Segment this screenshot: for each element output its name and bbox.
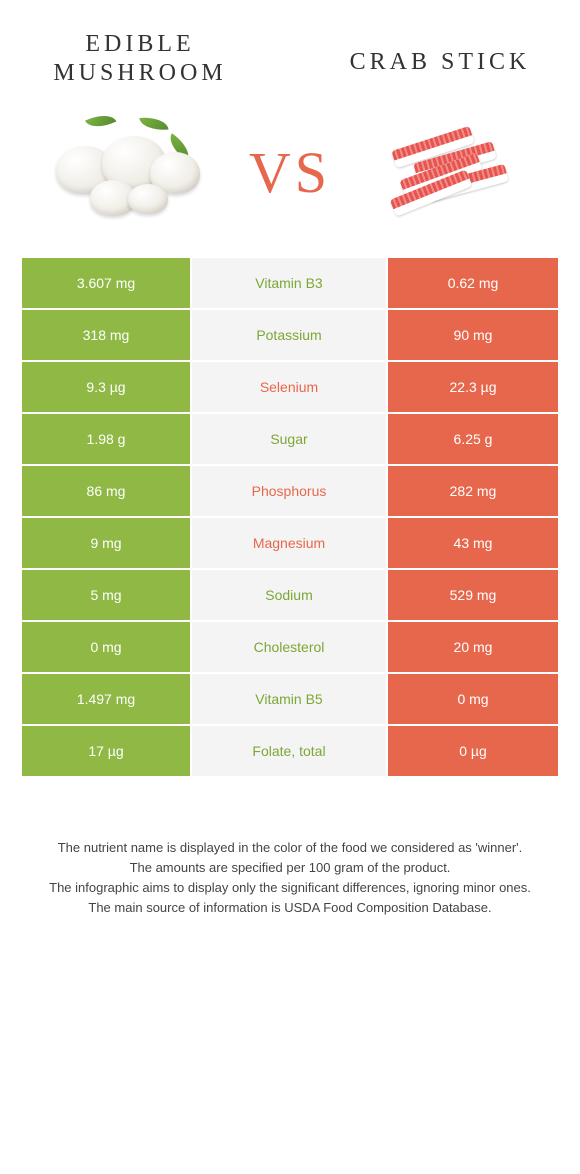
table-row: 86 mgPhosphorus282 mg — [22, 466, 558, 518]
nutrient-label: Selenium — [192, 362, 388, 414]
value-right: 0 mg — [388, 674, 558, 726]
nutrient-label: Potassium — [192, 310, 388, 362]
value-right: 20 mg — [388, 622, 558, 674]
food-left-title: Edible mushroom — [40, 30, 240, 88]
footer-line: The infographic aims to display only the… — [30, 878, 550, 898]
nutrient-label: Phosphorus — [192, 466, 388, 518]
value-right: 6.25 g — [388, 414, 558, 466]
value-right: 22.3 µg — [388, 362, 558, 414]
value-left: 0 mg — [22, 622, 192, 674]
value-right: 529 mg — [388, 570, 558, 622]
value-right: 0 µg — [388, 726, 558, 778]
vs-label: VS — [249, 139, 331, 206]
table-row: 0 mgCholesterol20 mg — [22, 622, 558, 674]
value-right: 282 mg — [388, 466, 558, 518]
value-left: 86 mg — [22, 466, 192, 518]
nutrient-label: Vitamin B5 — [192, 674, 388, 726]
vs-row: VS — [0, 98, 580, 258]
nutrient-label: Sodium — [192, 570, 388, 622]
value-left: 9 mg — [22, 518, 192, 570]
nutrient-table: 3.607 mgVitamin B30.62 mg318 mgPotassium… — [22, 258, 558, 778]
value-right: 0.62 mg — [388, 258, 558, 310]
table-row: 1.497 mgVitamin B50 mg — [22, 674, 558, 726]
mushroom-image — [50, 118, 210, 228]
value-left: 9.3 µg — [22, 362, 192, 414]
crab-stick-image — [370, 118, 530, 228]
nutrient-label: Vitamin B3 — [192, 258, 388, 310]
value-right: 90 mg — [388, 310, 558, 362]
table-row: 1.98 gSugar6.25 g — [22, 414, 558, 466]
value-left: 3.607 mg — [22, 258, 192, 310]
value-left: 17 µg — [22, 726, 192, 778]
footer-line: The nutrient name is displayed in the co… — [30, 838, 550, 858]
footer-line: The amounts are specified per 100 gram o… — [30, 858, 550, 878]
table-row: 318 mgPotassium90 mg — [22, 310, 558, 362]
value-left: 1.497 mg — [22, 674, 192, 726]
nutrient-label: Magnesium — [192, 518, 388, 570]
food-right-title: Crab stick — [340, 48, 540, 88]
footer-line: The main source of information is USDA F… — [30, 898, 550, 918]
nutrient-label: Folate, total — [192, 726, 388, 778]
table-row: 17 µgFolate, total0 µg — [22, 726, 558, 778]
value-left: 5 mg — [22, 570, 192, 622]
table-row: 5 mgSodium529 mg — [22, 570, 558, 622]
value-left: 1.98 g — [22, 414, 192, 466]
footer-notes: The nutrient name is displayed in the co… — [30, 838, 550, 919]
nutrient-label: Sugar — [192, 414, 388, 466]
nutrient-label: Cholesterol — [192, 622, 388, 674]
table-row: 3.607 mgVitamin B30.62 mg — [22, 258, 558, 310]
table-row: 9.3 µgSelenium22.3 µg — [22, 362, 558, 414]
value-right: 43 mg — [388, 518, 558, 570]
table-row: 9 mgMagnesium43 mg — [22, 518, 558, 570]
value-left: 318 mg — [22, 310, 192, 362]
header-row: Edible mushroom Crab stick — [0, 0, 580, 98]
